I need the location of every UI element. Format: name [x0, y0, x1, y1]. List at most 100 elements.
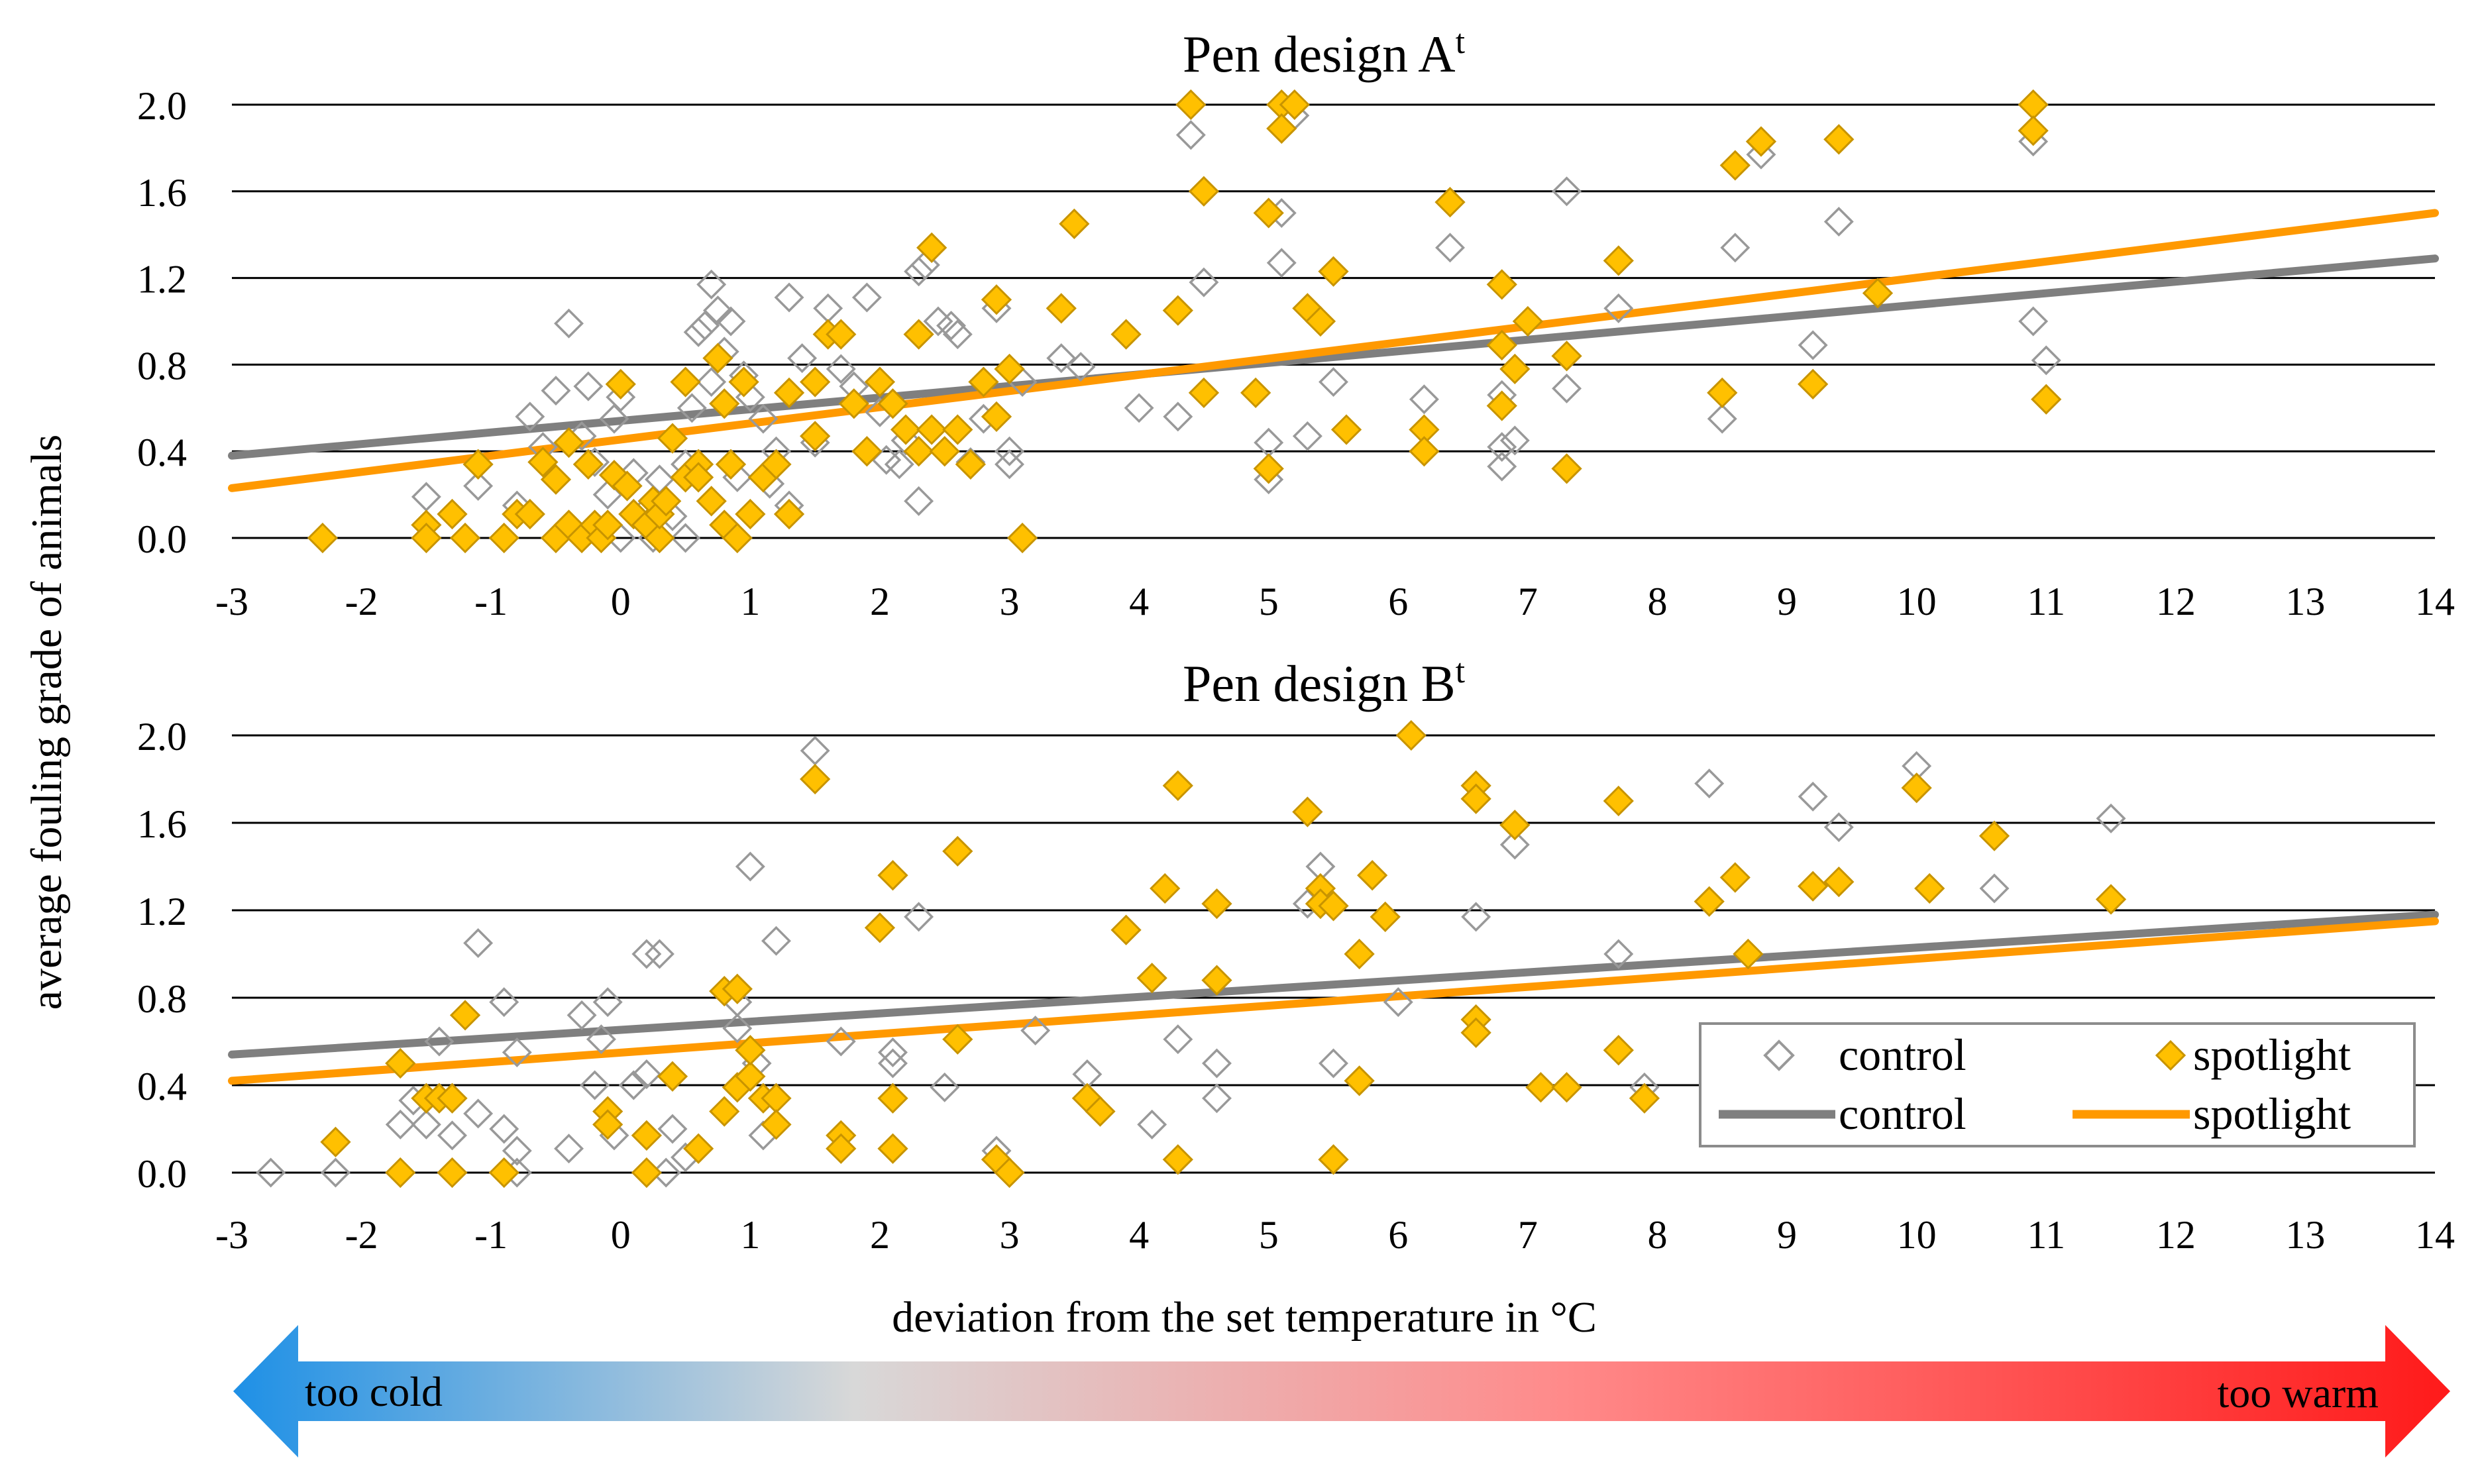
panel-a-control-point: [942, 319, 973, 350]
panel-b-y-tick-label: 0.0: [137, 1152, 187, 1196]
legend: control spotlight control spotlight: [1699, 1022, 2416, 1147]
panel-a-spotlight-point: [800, 366, 831, 398]
panel-b-spotlight-point: [631, 1157, 663, 1189]
panel-a-spotlight-point: [773, 498, 805, 530]
panel-a-spotlight-point: [2018, 89, 2049, 121]
panel-a-spotlight-point: [968, 366, 999, 398]
panel-a-control-point: [1065, 352, 1096, 382]
panel-b-y-tick-label: 1.6: [137, 802, 187, 846]
panel-a-control-point: [2018, 306, 2049, 337]
panel-a-spotlight-point: [702, 343, 733, 374]
panel-a-spotlight-point: [1551, 341, 1582, 372]
panel-b-control-point: [567, 1000, 597, 1030]
panel-b-x-tick-label: 1: [740, 1213, 760, 1257]
panel-b-spotlight-point: [1085, 1096, 1116, 1127]
panel-b-spotlight-point: [826, 1133, 857, 1164]
panel-a-spotlight-point: [1059, 208, 1090, 239]
panel-a-spotlight-point: [540, 464, 572, 495]
panel-b-spotlight-point: [437, 1083, 468, 1114]
panel-a-spotlight-point: [994, 353, 1025, 385]
panel-a-spotlight-point: [1006, 522, 1038, 554]
legend-spotlight-line-label: spotlight: [2193, 1088, 2351, 1139]
panel-a-control-point: [1707, 403, 1737, 434]
panel-a-control-point: [541, 376, 571, 406]
panel-a-spotlight-point: [1551, 453, 1582, 484]
panel-a-x-tick-label: 9: [1777, 580, 1797, 623]
panel-a-spotlight-point: [462, 449, 494, 480]
panel-a-control-point: [463, 471, 494, 501]
panel-a-spotlight-point: [916, 232, 947, 263]
panel-b-control-point: [502, 1136, 532, 1166]
panel-b-spotlight-point: [1460, 783, 1491, 814]
panel-a-spotlight-point: [605, 368, 636, 399]
panel-a-control-point: [676, 393, 707, 423]
panel-a-control-point: [573, 371, 604, 401]
panel-a-spotlight-point: [1188, 176, 1220, 207]
panel-a-spotlight-point: [527, 447, 559, 478]
panel-a-control-point: [683, 317, 714, 347]
panel-a-control-point: [1266, 248, 1297, 278]
panel-a-control-point: [1319, 367, 1348, 398]
panel-b-spotlight-point: [1978, 820, 2010, 851]
panel-a-spotlight-point: [657, 423, 688, 454]
panel-a-control-point: [1603, 293, 1634, 323]
panel-a-spotlight-point: [488, 522, 519, 554]
panel-b-spotlight-point: [942, 835, 973, 867]
panel-a-control-point: [1175, 120, 1206, 150]
panel-b-spotlight-point: [437, 1157, 468, 1189]
panel-a-spotlight-point: [1305, 305, 1336, 337]
panel-a-x-tick-label: 12: [2156, 580, 2196, 623]
panel-a-control-point: [774, 282, 804, 313]
panel-a-spotlight-point: [437, 498, 468, 530]
panel-b-spotlight-point: [1823, 866, 1855, 898]
panel-a-spotlight-point: [826, 319, 857, 350]
panel-a-spotlight-point: [728, 366, 759, 398]
panel-a-spotlight-point: [514, 498, 545, 530]
panel-b-control-point: [424, 1026, 455, 1057]
panel-b-control-point: [1461, 902, 1491, 932]
panel-b-spotlight-point: [449, 1000, 481, 1031]
panel-b-spotlight-point: [1344, 938, 1375, 970]
panel-b-control-point: [586, 1024, 616, 1055]
panel-b-control-point: [320, 1157, 351, 1188]
panel-b-spotlight-point: [800, 763, 831, 795]
panel-b-y-tick-label: 2.0: [137, 715, 187, 759]
panel-a-spotlight-point: [1279, 89, 1310, 121]
panel-a-spotlight-point: [682, 462, 714, 493]
chart-panel-b: Pen design Bt 0.0 0.4 0.8 1.2 1.6 2.0 -3 -2 -1 0…: [137, 653, 2455, 1257]
panel-a-x-tick-label: 3: [1000, 580, 1020, 623]
panel-a-control-point: [904, 486, 934, 516]
temperature-arrow: too cold too warm: [233, 1325, 2450, 1458]
panel-b-control-point: [592, 987, 623, 1018]
panel-b-spotlight-point: [1318, 890, 1349, 922]
panel-a-y-tick-label: 1.6: [137, 171, 187, 215]
legend-spotlight-marker-icon: [2155, 1039, 2186, 1071]
too-warm-label: too warm: [2218, 1369, 2379, 1416]
panel-b-spotlight-point: [709, 1096, 740, 1127]
panel-a-control-point: [1487, 432, 1517, 462]
panel-b-x-tick-label: -2: [345, 1213, 378, 1257]
panel-b-control-point: [437, 1120, 467, 1151]
panel-a-y-tick-label: 2.0: [137, 84, 187, 128]
panel-b-x-tick-label: 13: [2285, 1213, 2325, 1257]
panel-a-spotlight-point: [1330, 414, 1362, 445]
panel-a-spotlight-point: [838, 388, 869, 419]
panel-a-x-tick-label: 14: [2415, 580, 2455, 623]
panel-b-spotlight-point: [1344, 1065, 1375, 1096]
panel-a-control-point: [554, 308, 584, 339]
panel-b-spotlight-point: [877, 860, 908, 891]
panel-a-spotlight-point: [1719, 150, 1751, 181]
panel-b-y-tick-label: 0.8: [137, 977, 187, 1021]
panel-b-control-point: [1979, 873, 2010, 904]
panel-a-spotlight-point: [553, 427, 584, 458]
panel-b-x-tick-label: 8: [1647, 1213, 1667, 1257]
panel-a-trend-lines: [228, 209, 2439, 492]
panel-a-control-trend-line: [228, 254, 2439, 460]
panel-a-spotlight-point: [696, 486, 727, 517]
panel-b-spotlight-point: [385, 1157, 416, 1189]
panel-a-spotlight-point: [877, 388, 908, 419]
panel-a-spotlight-point: [1745, 126, 1777, 157]
panel-a-x-tick-label: -2: [345, 580, 378, 623]
panel-b-spotlight-point: [735, 1035, 766, 1066]
